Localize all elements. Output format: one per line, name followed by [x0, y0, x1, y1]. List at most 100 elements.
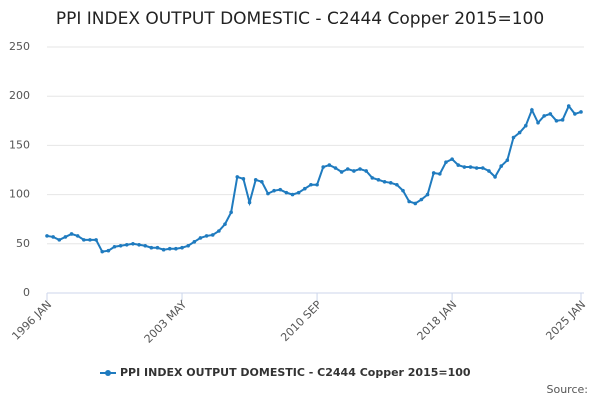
point	[407, 199, 411, 204]
x-tick-label: 1996 JAN	[9, 298, 54, 343]
point	[309, 182, 313, 187]
series-line	[46, 104, 582, 253]
point	[530, 108, 534, 112]
point	[462, 165, 467, 169]
point	[560, 118, 565, 122]
point	[118, 243, 123, 248]
point	[425, 192, 430, 197]
point	[566, 104, 571, 108]
point	[204, 234, 209, 238]
point	[493, 175, 497, 179]
x-tick-label: 2010 SEP	[278, 298, 324, 344]
point	[382, 180, 387, 184]
legend-label: PPI INDEX OUTPUT DOMESTIC - C2444 Copper…	[120, 366, 471, 379]
point	[137, 242, 141, 247]
point	[155, 245, 160, 250]
x-tick-label: 2025 JAN	[543, 298, 588, 343]
point	[198, 236, 203, 240]
point	[517, 130, 522, 135]
point	[364, 169, 368, 173]
point	[210, 233, 215, 237]
point	[223, 222, 227, 226]
y-tick-label: 0	[23, 286, 30, 299]
point	[339, 170, 344, 174]
point	[419, 197, 424, 202]
point	[284, 190, 289, 195]
point	[505, 158, 510, 162]
point	[180, 245, 184, 250]
point	[45, 234, 49, 238]
point	[456, 163, 461, 167]
point	[235, 175, 240, 179]
point	[444, 160, 448, 164]
point	[548, 112, 553, 116]
point	[388, 180, 393, 185]
point	[167, 246, 172, 251]
point	[468, 165, 473, 169]
point	[174, 246, 178, 251]
point	[536, 120, 540, 125]
point	[131, 242, 135, 246]
point	[296, 190, 301, 195]
point	[260, 180, 264, 184]
x-tick-label: 2018 JAN	[415, 298, 460, 343]
point	[480, 166, 485, 170]
point	[321, 165, 326, 169]
point	[499, 164, 504, 168]
point	[315, 182, 319, 187]
point	[413, 201, 418, 206]
legend-marker	[105, 370, 111, 376]
point	[241, 177, 246, 181]
point	[82, 238, 86, 242]
point	[554, 119, 559, 123]
point	[327, 163, 332, 167]
point	[192, 240, 197, 244]
point	[395, 182, 399, 187]
point	[229, 210, 233, 215]
point	[100, 249, 105, 254]
source-label: Source:	[547, 383, 589, 396]
y-tick-label: 100	[9, 188, 30, 201]
point	[370, 176, 375, 180]
point	[474, 166, 479, 170]
y-tick-label: 250	[9, 40, 30, 53]
point	[542, 114, 546, 118]
chart-title: PPI INDEX OUTPUT DOMESTIC - C2444 Copper…	[56, 9, 544, 29]
point	[253, 178, 258, 182]
point	[88, 238, 92, 242]
point	[358, 167, 362, 171]
point	[51, 235, 55, 239]
point	[161, 247, 166, 252]
x-tick-label: 2003 MAY	[142, 298, 190, 346]
point	[511, 135, 516, 140]
point	[57, 238, 62, 242]
point	[94, 238, 98, 242]
point	[186, 243, 190, 248]
y-tick-label: 200	[9, 89, 30, 102]
point	[106, 248, 111, 253]
point	[376, 178, 381, 182]
point	[247, 200, 252, 205]
point	[579, 110, 583, 114]
point	[450, 157, 454, 161]
point	[272, 188, 276, 193]
point	[278, 187, 283, 192]
point	[573, 112, 577, 116]
point	[63, 235, 68, 239]
point	[266, 191, 270, 196]
point	[401, 188, 405, 193]
point	[333, 166, 338, 170]
point	[217, 229, 221, 233]
point	[438, 172, 442, 176]
point	[302, 186, 307, 191]
point	[523, 123, 528, 128]
point	[352, 169, 356, 173]
point	[69, 232, 74, 236]
point	[124, 242, 129, 247]
y-tick-label: 150	[9, 138, 30, 151]
point	[487, 169, 491, 173]
point	[112, 244, 117, 249]
point	[149, 245, 154, 250]
point	[431, 171, 436, 175]
